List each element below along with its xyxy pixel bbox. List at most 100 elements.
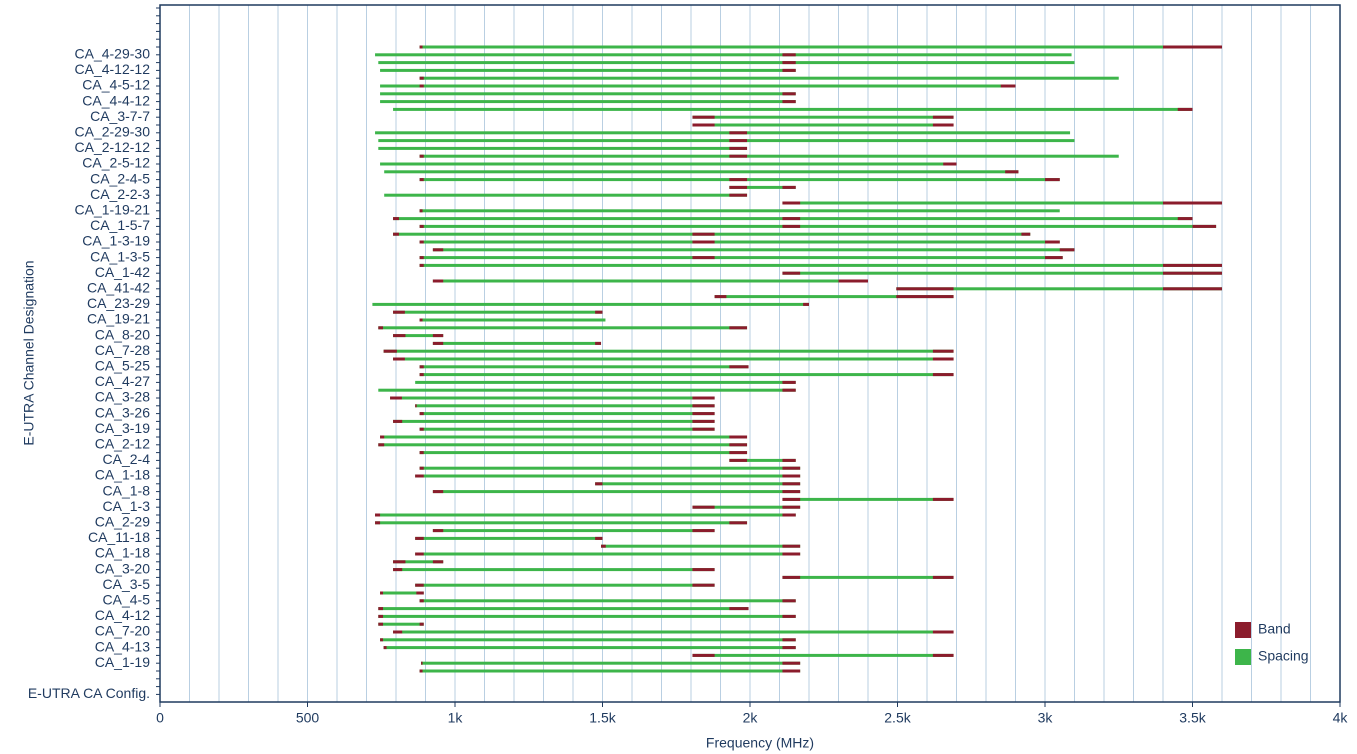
spacing-bar xyxy=(384,193,748,197)
spacing-bar xyxy=(419,256,1063,260)
band-bar xyxy=(419,365,424,369)
y-tick-label: CA_7-20 xyxy=(95,623,150,639)
spacing-bar xyxy=(782,271,1222,275)
band-bar xyxy=(692,412,715,416)
band-bar xyxy=(782,224,801,228)
band-bar xyxy=(729,178,748,182)
band-bar xyxy=(782,100,796,104)
band-bar xyxy=(729,365,749,369)
band-bar xyxy=(692,123,715,127)
band-bar xyxy=(943,162,957,166)
band-bar xyxy=(419,178,424,182)
band-bar xyxy=(782,201,801,205)
y-tick-label: CA_41-42 xyxy=(87,280,150,296)
spacing-bar xyxy=(419,466,801,470)
spacing-bar xyxy=(380,162,957,166)
band-bar xyxy=(383,349,397,353)
spacing-bar xyxy=(380,92,796,96)
spacing-bar xyxy=(415,404,715,408)
band-bar xyxy=(432,490,444,494)
band-bar xyxy=(782,474,801,478)
band-bar xyxy=(782,669,801,673)
band-bar xyxy=(419,318,423,322)
y-tick-label: CA_1-42 xyxy=(95,264,150,280)
spacing-bar xyxy=(432,490,801,494)
spacing-bar xyxy=(380,591,424,595)
band-bar xyxy=(432,560,444,564)
spacing-bar xyxy=(390,396,715,400)
band-bar xyxy=(692,583,715,587)
spacing-bar xyxy=(415,474,801,478)
band-bar xyxy=(419,427,424,431)
band-bar xyxy=(419,669,423,673)
band-bar xyxy=(432,334,444,338)
band-bar xyxy=(782,458,796,462)
spacing-bar xyxy=(378,326,748,330)
band-bar xyxy=(1021,232,1031,236)
band-bar xyxy=(1163,45,1222,49)
band-bar xyxy=(782,482,801,486)
band-bar xyxy=(782,497,801,501)
y-tick-label: CA_2-5-12 xyxy=(82,155,150,171)
band-bar xyxy=(1163,271,1222,275)
band-bar xyxy=(415,552,424,556)
band-bar xyxy=(932,357,954,361)
band-bar xyxy=(393,310,405,314)
band-bar xyxy=(419,412,424,416)
band-bar xyxy=(595,341,602,345)
spacing-bar xyxy=(380,435,748,439)
spacing-bar xyxy=(419,373,954,377)
spacing-bar xyxy=(380,68,796,72)
spacing-bar xyxy=(419,412,715,416)
spacing-bar xyxy=(378,139,1075,143)
spacing-bar xyxy=(393,357,954,361)
spacing-bar xyxy=(692,115,954,119)
spacing-bar xyxy=(380,84,1016,88)
band-bar xyxy=(393,630,403,634)
band-bar xyxy=(782,552,801,556)
band-bar xyxy=(432,279,444,283)
band-bar xyxy=(932,653,954,657)
band-bar xyxy=(393,334,406,338)
y-tick-label: CA_19-21 xyxy=(87,311,150,327)
spacing-bar xyxy=(393,560,444,564)
band-bar xyxy=(932,630,954,634)
spacing-bar xyxy=(692,653,954,657)
spacing-bar xyxy=(415,583,715,587)
band-bar xyxy=(390,396,402,400)
band-bar xyxy=(692,529,715,533)
band-bar xyxy=(782,388,796,392)
band-bar xyxy=(419,209,423,213)
band-bar xyxy=(932,115,954,119)
y-tick-label: CA_7-28 xyxy=(95,342,150,358)
band-bar xyxy=(782,466,801,470)
spacing-bar xyxy=(375,521,748,525)
y-tick-label: CA_2-12-12 xyxy=(75,139,151,155)
band-bar xyxy=(729,131,748,135)
spacing-bar xyxy=(419,263,1223,267)
band-bar xyxy=(896,295,954,299)
spacing-bar xyxy=(595,482,801,486)
spacing-bar xyxy=(419,599,796,603)
band-bar xyxy=(782,646,796,650)
band-bar xyxy=(692,396,715,400)
spacing-bar xyxy=(419,365,749,369)
band-bar xyxy=(932,123,954,127)
spacing-bar xyxy=(432,341,602,345)
y-tick-label: CA_4-29-30 xyxy=(75,46,151,62)
spacing-bar xyxy=(383,646,796,650)
spacing-bar xyxy=(378,607,749,611)
x-tick-label: 2k xyxy=(743,710,759,726)
band-bar xyxy=(416,591,424,595)
band-bar xyxy=(932,497,954,501)
band-bar xyxy=(692,240,715,244)
band-bar xyxy=(782,53,796,57)
y-tick-label: CA_3-26 xyxy=(95,404,150,420)
band-bar xyxy=(1177,107,1193,111)
spacing-bar xyxy=(393,630,954,634)
y-tick-label: CA_4-27 xyxy=(95,373,150,389)
band-bar xyxy=(375,513,381,517)
spacing-bar xyxy=(415,552,801,556)
band-bar xyxy=(393,217,399,221)
y-tick-label: CA_1-18 xyxy=(95,467,150,483)
